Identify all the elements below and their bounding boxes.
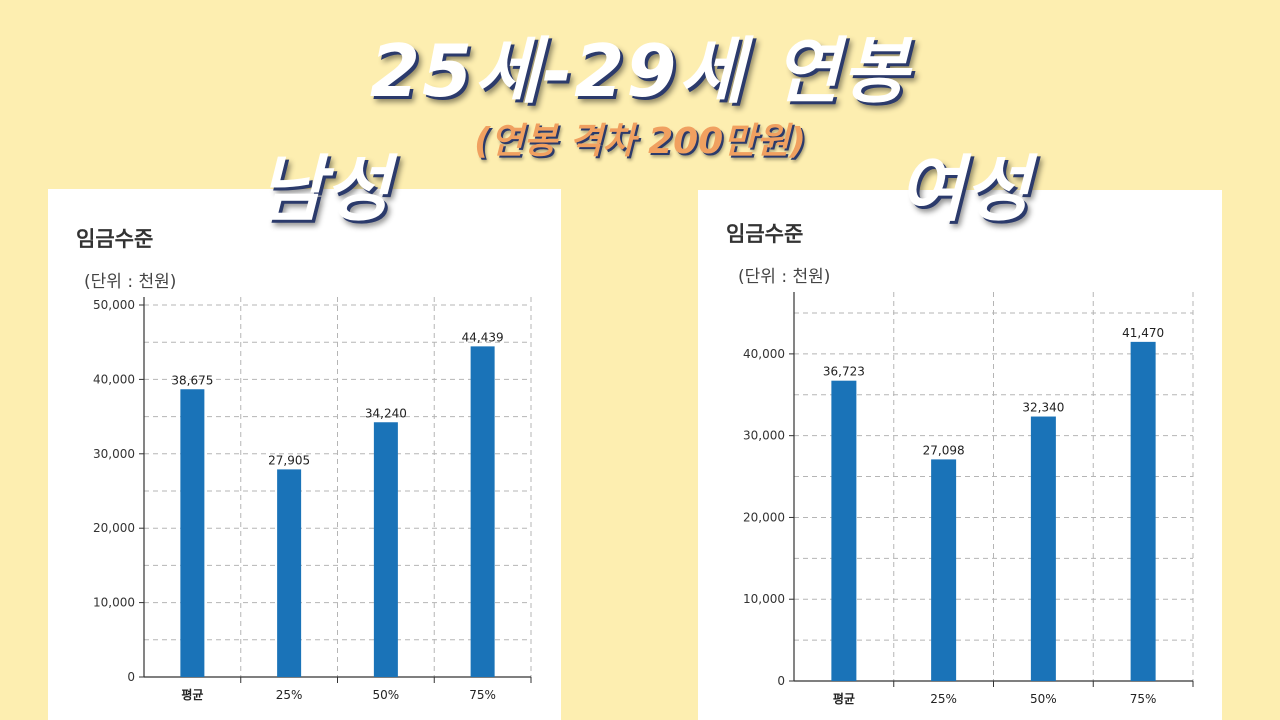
y-tick-label: 0	[127, 670, 135, 684]
data-label: 41,470	[1122, 326, 1164, 340]
male-label: 남성	[258, 147, 391, 231]
y-tick-label: 20,000	[743, 510, 785, 524]
data-label: 27,905	[268, 453, 310, 467]
bar	[1130, 341, 1156, 681]
y-tick-label: 10,000	[743, 592, 785, 606]
x-tick-label: 25%	[276, 688, 303, 702]
bar	[373, 422, 398, 677]
bar	[1030, 416, 1056, 681]
data-label: 32,340	[1022, 401, 1064, 415]
bar	[277, 469, 302, 677]
main-title: 25세-29세 연봉	[369, 29, 911, 113]
y-tick-label: 50,000	[93, 298, 135, 312]
subtitle: (연봉 격차 200만원)	[474, 121, 806, 162]
x-tick-label: 50%	[373, 688, 400, 702]
x-tick-label: 평균	[833, 692, 855, 706]
chart-title: 임금수준	[76, 227, 154, 251]
female-chart-panel: 임금수준 (단위 : 천원) 0 10,000 20,000 30,000 40,000…	[698, 190, 1222, 720]
chart-title: 임금수준	[726, 222, 804, 246]
female-bar-chart: 0 10,000 20,000 30,000 40,000 36,723 평균 27,098 2…	[743, 292, 1194, 706]
bar	[931, 459, 957, 681]
x-tick-label: 평균	[181, 688, 203, 702]
x-tick-label: 25%	[930, 692, 957, 706]
data-label: 44,439	[462, 330, 504, 344]
chart-unit: (단위 : 천원)	[84, 272, 177, 292]
data-label: 34,240	[365, 406, 407, 420]
y-tick-label: 0	[777, 674, 785, 688]
bar	[831, 380, 857, 681]
y-tick-label: 40,000	[93, 372, 135, 386]
y-tick-label: 40,000	[743, 347, 785, 361]
female-label: 여성	[898, 147, 1031, 231]
bar	[470, 346, 495, 677]
y-tick-label: 30,000	[743, 429, 785, 443]
y-tick-label: 20,000	[93, 521, 135, 535]
x-tick-label: 75%	[469, 688, 496, 702]
data-label: 36,723	[823, 365, 865, 379]
y-tick-label: 30,000	[93, 447, 135, 461]
x-tick-label: 75%	[1130, 692, 1157, 706]
male-chart-panel: 임금수준 (단위 : 천원) 0 10,000 20,000 30,000 40,000…	[48, 189, 561, 720]
bar	[180, 389, 205, 677]
chart-unit: (단위 : 천원)	[738, 267, 831, 287]
x-tick-label: 50%	[1030, 692, 1057, 706]
data-label: 38,675	[171, 373, 213, 387]
y-tick-label: 10,000	[93, 596, 135, 610]
male-bar-chart: 0 10,000 20,000 30,000 40,000 50,000 38,675 평균 2…	[93, 297, 532, 702]
data-label: 27,098	[923, 443, 965, 457]
